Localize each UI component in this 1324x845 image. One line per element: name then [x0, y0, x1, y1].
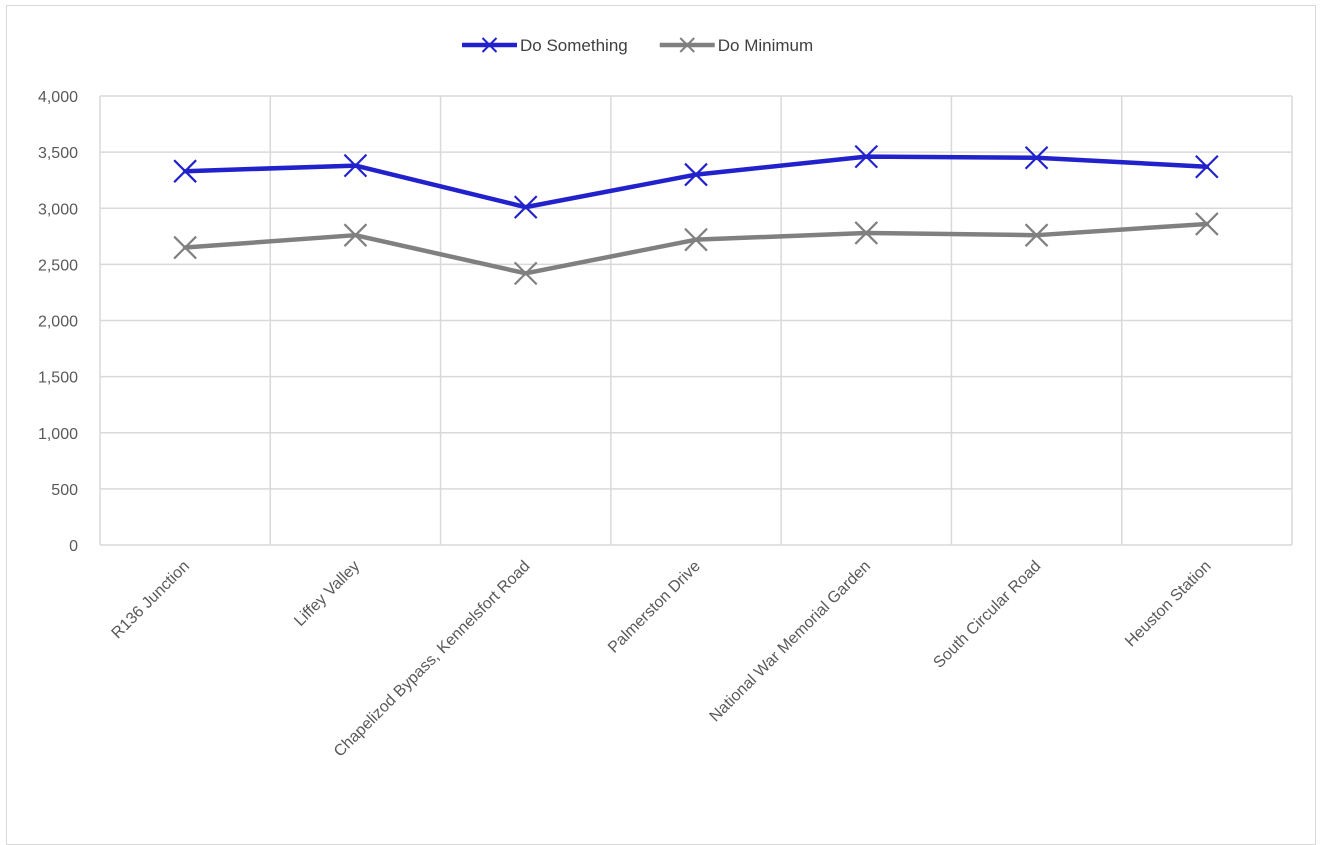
data-point-marker [1024, 145, 1049, 170]
data-point-marker [343, 153, 368, 178]
grid-layer [99, 95, 1293, 546]
series-do-something [173, 144, 1219, 219]
y-tick-label: 1,500 [38, 370, 78, 387]
legend-item-do-something: Do Something [462, 36, 628, 55]
data-point-marker [173, 235, 197, 260]
x-tick-label: Liffey Valley [291, 558, 363, 630]
legend-label: Do Something [520, 36, 628, 55]
data-point-marker [513, 195, 538, 219]
data-point-marker [513, 261, 538, 286]
data-point-marker [173, 159, 197, 183]
chart-frame [6, 5, 1316, 845]
x-tick-label: South Circular Road [931, 558, 1045, 672]
series-line-do-something [182, 154, 1210, 210]
legend-item-do-minimum: Do Minimum [659, 36, 813, 55]
y-tick-label: 0 [69, 538, 78, 555]
series-layer [173, 144, 1219, 286]
y-tick-label: 3,500 [38, 145, 78, 162]
series-do-minimum [173, 212, 1219, 286]
x-tick-label: National War Memorial Garden [707, 558, 875, 726]
legend-marker [679, 37, 695, 53]
data-point-marker [854, 221, 879, 245]
legend-label: Do Minimum [718, 36, 813, 55]
x-tick-label: Chapelizod Bypass, Kennelsfort Road [331, 558, 534, 761]
legend: Do Something Do Minimum [462, 36, 813, 55]
y-tick-label: 2,500 [38, 257, 78, 274]
data-point-marker [854, 144, 879, 169]
x-tick-label: Heuston Station [1122, 558, 1215, 651]
data-point-marker [684, 227, 708, 252]
y-tick-label: 4,000 [38, 89, 78, 106]
y-tick-label: 3,000 [38, 201, 78, 218]
data-point-marker [684, 162, 708, 187]
data-point-marker [1024, 223, 1049, 247]
data-point-marker [343, 223, 368, 247]
data-point-marker [1195, 212, 1219, 236]
x-tick-label: Palmerston Drive [605, 558, 704, 657]
x-tick-label: R136 Junction [109, 558, 193, 642]
legend-marker [481, 37, 498, 53]
y-tick-label: 1,000 [38, 426, 78, 443]
series-line-do-minimum [182, 221, 1210, 276]
line-chart: 0 500 1,000 1,500 2,000 2,500 3,000 3,500 4,000 R… [38, 36, 1293, 761]
data-point-marker [1195, 154, 1219, 179]
y-tick-label: 500 [51, 482, 78, 499]
y-tick-label: 2,000 [38, 314, 78, 331]
